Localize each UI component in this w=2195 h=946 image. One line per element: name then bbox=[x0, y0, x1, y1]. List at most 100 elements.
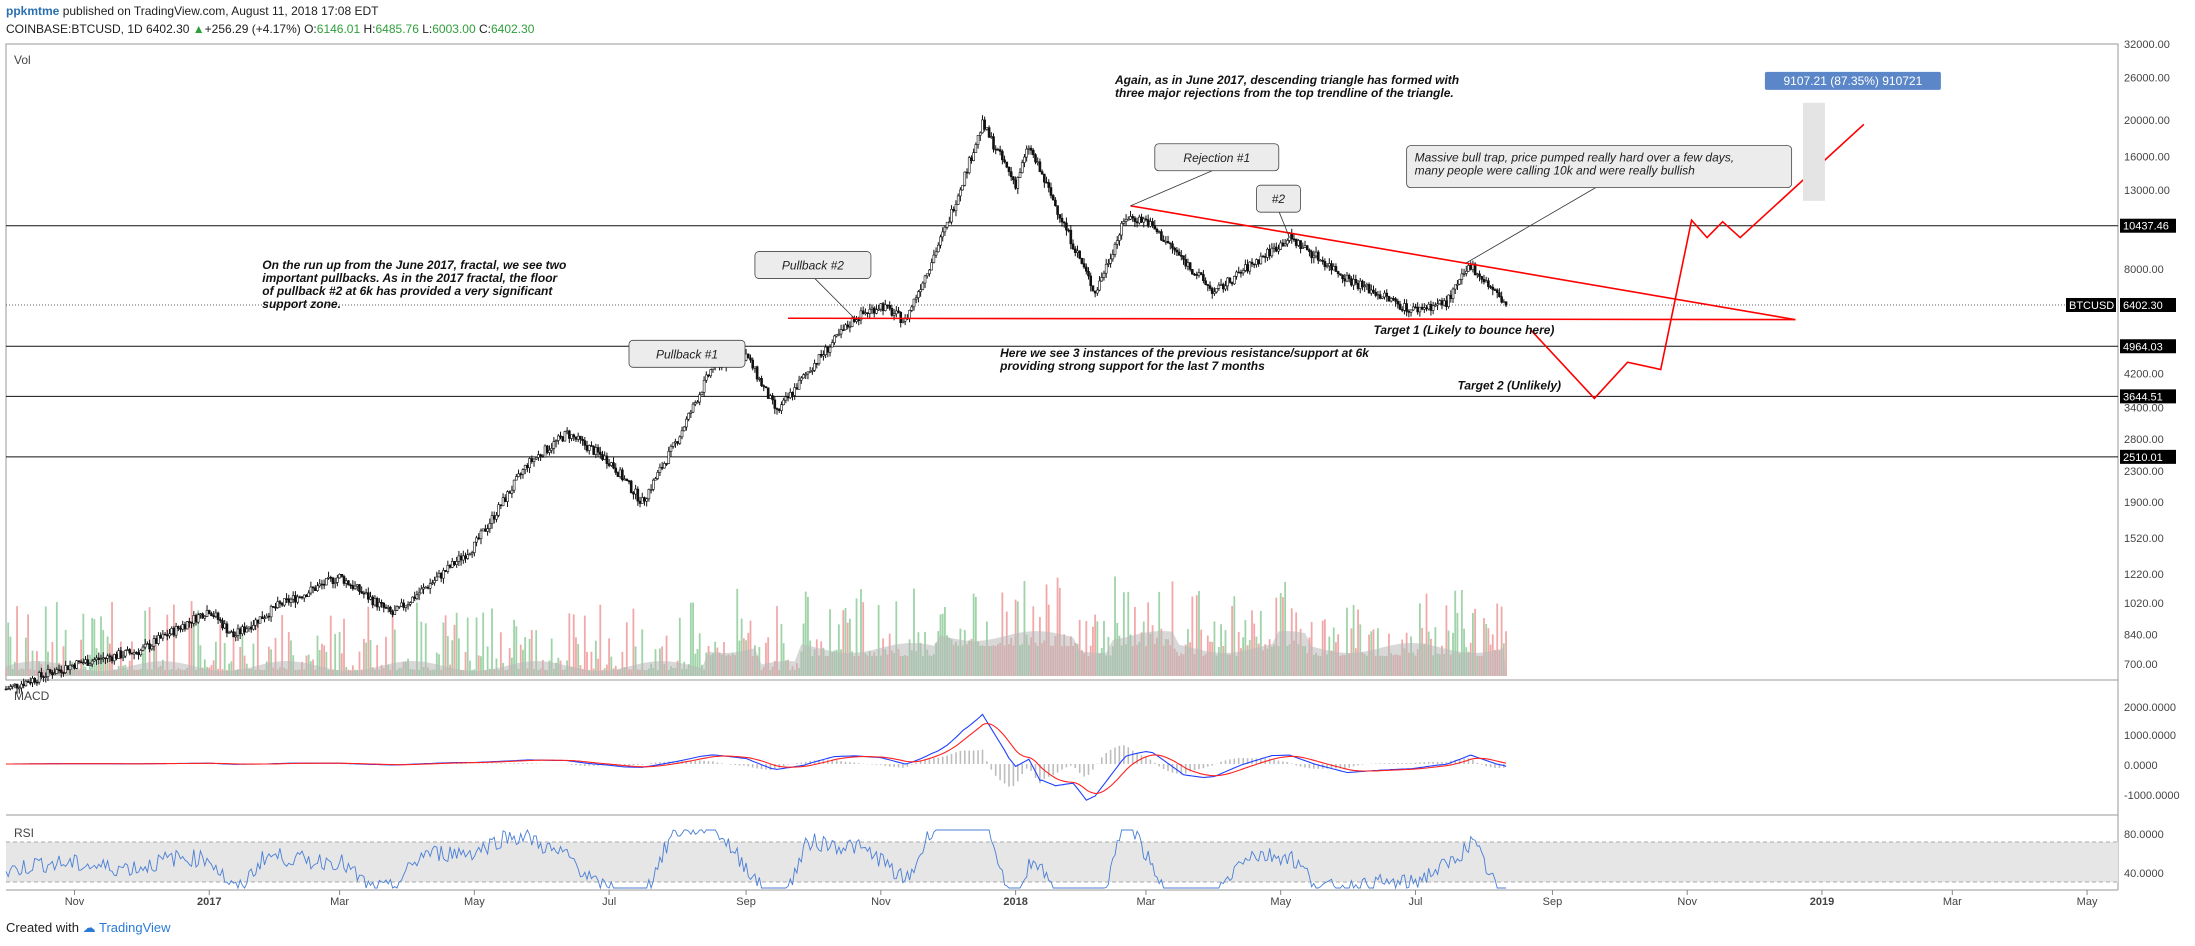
volume-bar bbox=[325, 651, 328, 676]
volume-bar bbox=[1352, 605, 1355, 676]
candle-body bbox=[1036, 161, 1039, 164]
callout-box bbox=[754, 251, 872, 279]
candle-body bbox=[1252, 263, 1256, 266]
candle-body bbox=[515, 476, 518, 481]
volume-bar bbox=[316, 635, 319, 676]
candle-body bbox=[1427, 303, 1431, 310]
candle-body bbox=[921, 282, 925, 290]
tradingview-link[interactable]: TradingView bbox=[99, 920, 171, 935]
volume-bar bbox=[1085, 621, 1088, 676]
candle-body bbox=[1224, 285, 1227, 290]
candle-body bbox=[616, 472, 620, 477]
candle-body bbox=[1323, 261, 1327, 267]
candle-body bbox=[857, 319, 861, 321]
candle-body bbox=[568, 430, 571, 439]
time-axis-tick-label: Sep bbox=[1543, 896, 1563, 908]
candle-body bbox=[793, 387, 796, 396]
candle-body bbox=[1246, 264, 1249, 272]
candle-body bbox=[194, 615, 198, 623]
candle-body bbox=[895, 310, 898, 315]
candle-body bbox=[1199, 272, 1203, 275]
candle-body bbox=[689, 411, 693, 414]
volume-bar bbox=[51, 641, 54, 676]
volume-bar bbox=[621, 651, 624, 676]
volume-bar bbox=[740, 618, 743, 676]
candle-body bbox=[839, 329, 843, 335]
candle-body bbox=[932, 254, 936, 263]
candle-body bbox=[1149, 221, 1152, 227]
up-arrow-icon: ▲ bbox=[192, 22, 205, 36]
volume-bar bbox=[442, 622, 445, 676]
rsi-line bbox=[5, 828, 1507, 890]
candle-body bbox=[470, 552, 474, 555]
candle-body bbox=[753, 366, 757, 369]
candle-body bbox=[1272, 246, 1276, 249]
candle-body bbox=[367, 592, 370, 600]
candle-body bbox=[285, 598, 288, 600]
candle-body bbox=[35, 681, 39, 684]
candle-body bbox=[561, 436, 565, 442]
callout-box bbox=[1256, 184, 1301, 213]
volume-bar bbox=[1456, 612, 1459, 676]
candle-body bbox=[212, 615, 215, 617]
candle-body bbox=[126, 649, 129, 651]
volume-bar bbox=[318, 650, 321, 676]
candle-body bbox=[347, 580, 350, 586]
candle-body bbox=[225, 623, 229, 634]
volume-bar bbox=[535, 630, 538, 676]
volume-bar bbox=[568, 613, 571, 676]
candle-body bbox=[1347, 274, 1351, 280]
volume-bar bbox=[1425, 593, 1428, 676]
candle-body bbox=[1104, 263, 1108, 274]
candle-body bbox=[1405, 303, 1408, 312]
volume-bar bbox=[155, 645, 158, 676]
callout-text: Rejection #1 bbox=[1183, 151, 1250, 165]
candle-body bbox=[892, 313, 896, 316]
volume-bar bbox=[111, 601, 113, 676]
volume-bar bbox=[689, 602, 692, 676]
rsi-band bbox=[6, 842, 2118, 882]
candle-body bbox=[391, 611, 394, 615]
candle-body bbox=[389, 606, 392, 612]
candle-body bbox=[267, 615, 271, 618]
candle-body bbox=[185, 621, 189, 630]
candle-body bbox=[298, 596, 302, 599]
trendline-support-floor bbox=[788, 317, 1796, 321]
candle-body bbox=[998, 149, 1002, 152]
candle-body bbox=[378, 602, 381, 608]
candle-body bbox=[492, 515, 496, 520]
candle-body bbox=[1160, 231, 1163, 241]
candle-body bbox=[1085, 266, 1088, 272]
volume-bar bbox=[338, 631, 341, 676]
volume-bar bbox=[91, 617, 94, 676]
candle-body bbox=[152, 638, 156, 647]
volume-bar bbox=[444, 615, 447, 676]
candle-body bbox=[42, 676, 45, 678]
volume-bar bbox=[855, 598, 858, 676]
candle-body bbox=[936, 244, 940, 253]
candle-body bbox=[508, 491, 511, 494]
candle-body bbox=[1266, 249, 1269, 258]
candle-body bbox=[890, 308, 894, 316]
volume-bar bbox=[192, 616, 195, 676]
candle-body bbox=[665, 463, 668, 465]
volume-bar bbox=[1505, 631, 1507, 676]
price-axis-tick: 26000.00 bbox=[2124, 73, 2170, 85]
candle-body bbox=[1162, 239, 1165, 242]
macd-tick: -1000.0000 bbox=[2124, 790, 2180, 802]
candle-body bbox=[174, 626, 178, 636]
candle-body bbox=[1456, 283, 1459, 286]
candle-body bbox=[210, 613, 213, 616]
author-name[interactable]: ppkmtme bbox=[6, 4, 60, 18]
candle-body bbox=[576, 435, 580, 440]
volume-bar bbox=[232, 635, 235, 676]
candle-body bbox=[404, 605, 408, 608]
candle-body bbox=[663, 463, 666, 469]
target-label: 9107.21 (87.35%) 910721 bbox=[1784, 74, 1923, 88]
volume-bar bbox=[606, 664, 608, 676]
candle-body bbox=[75, 660, 78, 669]
candle-body bbox=[1365, 284, 1369, 287]
candle-body bbox=[1129, 216, 1132, 220]
candle-body bbox=[1157, 231, 1161, 233]
